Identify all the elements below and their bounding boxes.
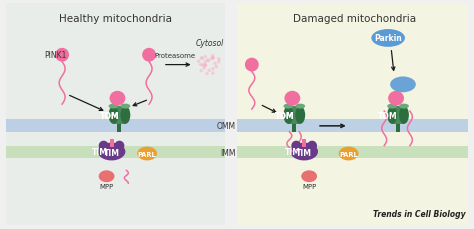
Ellipse shape xyxy=(307,141,317,151)
Ellipse shape xyxy=(387,107,397,124)
Text: Trends in Cell Biology: Trends in Cell Biology xyxy=(373,209,465,218)
Ellipse shape xyxy=(388,91,404,106)
Ellipse shape xyxy=(301,171,317,182)
Ellipse shape xyxy=(200,57,203,60)
Ellipse shape xyxy=(399,104,409,109)
Bar xyxy=(396,124,400,132)
Ellipse shape xyxy=(283,104,293,109)
Ellipse shape xyxy=(217,61,220,64)
Ellipse shape xyxy=(99,171,115,182)
Bar xyxy=(237,119,468,132)
Text: OMM: OMM xyxy=(217,122,236,131)
Bar xyxy=(6,4,225,225)
Ellipse shape xyxy=(109,91,125,106)
Text: PARL: PARL xyxy=(339,151,358,157)
Text: TIM: TIM xyxy=(296,148,312,157)
Text: Parkin: Parkin xyxy=(374,34,402,43)
Ellipse shape xyxy=(203,56,207,59)
Ellipse shape xyxy=(292,141,301,151)
Ellipse shape xyxy=(291,143,318,161)
Bar xyxy=(292,124,296,132)
Text: TIM: TIM xyxy=(92,147,108,156)
Text: IMM: IMM xyxy=(220,148,236,157)
Text: Healthy mitochondria: Healthy mitochondria xyxy=(59,14,172,24)
Text: MPP: MPP xyxy=(100,183,114,189)
Ellipse shape xyxy=(205,72,209,76)
Ellipse shape xyxy=(197,60,201,64)
Text: Damaged mitochondria: Damaged mitochondria xyxy=(293,14,416,24)
Ellipse shape xyxy=(206,59,209,63)
Bar xyxy=(237,146,468,159)
Text: TOM: TOM xyxy=(100,112,119,121)
Ellipse shape xyxy=(283,107,293,124)
Text: TOM: TOM xyxy=(100,112,119,121)
Ellipse shape xyxy=(213,63,217,66)
Ellipse shape xyxy=(142,49,156,62)
Bar xyxy=(302,139,306,147)
Ellipse shape xyxy=(211,57,215,60)
Ellipse shape xyxy=(215,65,218,69)
Ellipse shape xyxy=(390,77,416,93)
Ellipse shape xyxy=(199,63,202,67)
Text: TIM: TIM xyxy=(284,147,301,156)
Text: TOM: TOM xyxy=(274,112,294,121)
Ellipse shape xyxy=(211,55,214,58)
Ellipse shape xyxy=(115,141,124,151)
Text: Proteasome: Proteasome xyxy=(154,52,195,58)
Ellipse shape xyxy=(387,104,397,109)
Ellipse shape xyxy=(202,67,206,70)
Ellipse shape xyxy=(203,61,207,64)
Ellipse shape xyxy=(201,64,204,67)
Ellipse shape xyxy=(295,107,305,124)
Ellipse shape xyxy=(207,60,210,63)
Ellipse shape xyxy=(120,107,130,124)
Ellipse shape xyxy=(99,141,109,151)
Ellipse shape xyxy=(211,72,215,75)
Bar xyxy=(237,4,468,225)
Ellipse shape xyxy=(109,104,118,109)
Ellipse shape xyxy=(371,30,405,48)
Ellipse shape xyxy=(245,58,259,72)
Bar xyxy=(118,124,121,132)
Bar xyxy=(6,119,225,132)
Bar xyxy=(288,107,300,124)
Bar xyxy=(6,146,225,159)
Ellipse shape xyxy=(399,107,409,124)
Bar xyxy=(109,139,113,147)
Bar xyxy=(392,107,404,124)
Ellipse shape xyxy=(200,70,203,73)
Text: TIM: TIM xyxy=(103,148,119,157)
Ellipse shape xyxy=(203,64,207,68)
Text: MPP: MPP xyxy=(302,183,316,189)
Ellipse shape xyxy=(211,68,215,71)
Ellipse shape xyxy=(55,49,69,62)
Ellipse shape xyxy=(98,143,125,161)
Ellipse shape xyxy=(120,104,130,109)
Text: Cytosol: Cytosol xyxy=(195,39,224,48)
Ellipse shape xyxy=(339,147,358,161)
Ellipse shape xyxy=(210,57,213,61)
Ellipse shape xyxy=(284,91,300,106)
Text: PINK1: PINK1 xyxy=(45,51,67,60)
Text: TOM: TOM xyxy=(274,112,294,121)
Text: PARL: PARL xyxy=(138,151,156,157)
Ellipse shape xyxy=(109,107,118,124)
Text: TOM: TOM xyxy=(378,112,398,121)
Ellipse shape xyxy=(137,147,157,161)
Ellipse shape xyxy=(204,64,207,67)
Bar xyxy=(113,107,125,124)
Ellipse shape xyxy=(201,57,204,61)
Ellipse shape xyxy=(211,57,215,60)
Ellipse shape xyxy=(208,69,211,73)
Ellipse shape xyxy=(295,104,305,109)
Ellipse shape xyxy=(203,64,207,68)
Ellipse shape xyxy=(217,58,220,61)
